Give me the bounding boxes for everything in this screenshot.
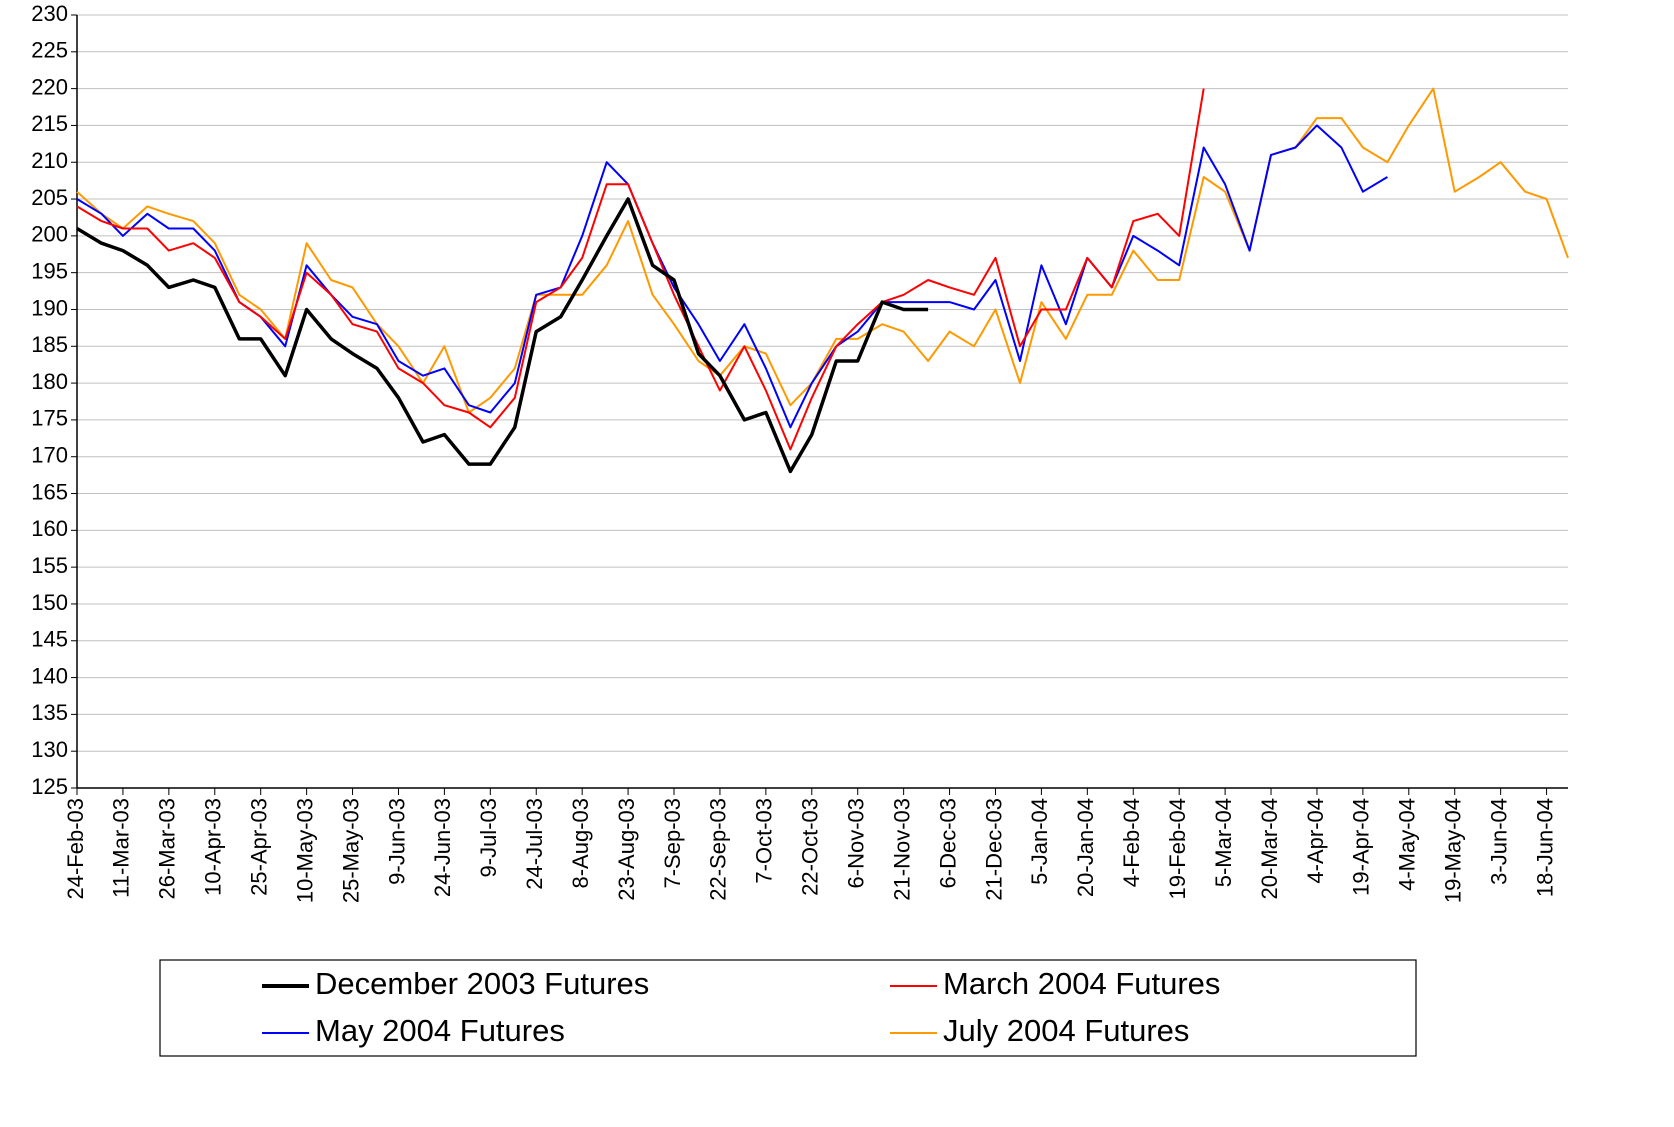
x-tick-label: 9-Jul-03 bbox=[476, 798, 501, 877]
x-tick-label: 25-Apr-03 bbox=[247, 798, 272, 896]
x-tick-label: 24-Feb-03 bbox=[63, 798, 88, 900]
x-tick-label: 9-Jun-03 bbox=[384, 798, 409, 885]
legend-box bbox=[159, 959, 1417, 1057]
legend-label: July 2004 Futures bbox=[943, 1013, 1189, 1048]
y-tick-label: 155 bbox=[31, 553, 68, 578]
x-tick-label: 24-Jul-03 bbox=[522, 798, 547, 890]
y-tick-label: 185 bbox=[31, 332, 68, 357]
x-tick-label: 7-Oct-03 bbox=[752, 798, 777, 884]
x-tick-label: 10-Apr-03 bbox=[201, 798, 226, 896]
y-tick-label: 150 bbox=[31, 590, 68, 615]
y-tick-label: 210 bbox=[31, 148, 68, 173]
x-tick-label: 7-Sep-03 bbox=[660, 798, 685, 889]
y-tick-label: 205 bbox=[31, 185, 68, 210]
y-tick-label: 225 bbox=[31, 38, 68, 63]
x-tick-label: 8-Aug-03 bbox=[568, 798, 593, 889]
x-tick-label: 6-Nov-03 bbox=[844, 798, 869, 888]
x-tick-label: 19-Feb-04 bbox=[1165, 798, 1190, 900]
x-tick-label: 4-Apr-04 bbox=[1303, 798, 1328, 884]
x-tick-label: 22-Oct-03 bbox=[798, 798, 823, 896]
x-tick-label: 19-Apr-04 bbox=[1349, 798, 1374, 896]
y-tick-label: 140 bbox=[31, 663, 68, 688]
x-tick-label: 21-Dec-03 bbox=[981, 798, 1006, 901]
x-tick-label: 22-Sep-03 bbox=[706, 798, 731, 901]
y-tick-label: 135 bbox=[31, 700, 68, 725]
x-tick-label: 19-May-04 bbox=[1441, 798, 1466, 903]
x-tick-label: 18-Jun-04 bbox=[1532, 798, 1557, 897]
y-tick-label: 190 bbox=[31, 295, 68, 320]
y-tick-label: 160 bbox=[31, 516, 68, 541]
y-tick-label: 215 bbox=[31, 111, 68, 136]
x-tick-label: 26-Mar-03 bbox=[155, 798, 180, 899]
legend-label: March 2004 Futures bbox=[943, 966, 1220, 1001]
y-tick-label: 170 bbox=[31, 443, 68, 468]
legend-label: May 2004 Futures bbox=[315, 1013, 565, 1048]
y-tick-label: 175 bbox=[31, 406, 68, 431]
x-tick-label: 24-Jun-03 bbox=[430, 798, 455, 897]
x-tick-label: 20-Mar-04 bbox=[1257, 798, 1282, 899]
y-tick-label: 145 bbox=[31, 627, 68, 652]
y-tick-label: 165 bbox=[31, 479, 68, 504]
y-tick-label: 125 bbox=[31, 774, 68, 799]
x-tick-label: 6-Dec-03 bbox=[935, 798, 960, 888]
series-line bbox=[76, 88, 1205, 451]
y-tick-label: 220 bbox=[31, 74, 68, 99]
y-tick-label: 180 bbox=[31, 369, 68, 394]
y-tick-label: 195 bbox=[31, 258, 68, 283]
x-tick-label: 4-Feb-04 bbox=[1119, 798, 1144, 887]
x-tick-label: 4-May-04 bbox=[1395, 798, 1420, 891]
y-tick-label: 230 bbox=[31, 1, 68, 26]
x-tick-label: 23-Aug-03 bbox=[614, 798, 639, 901]
x-tick-label: 5-Mar-04 bbox=[1211, 798, 1236, 887]
x-tick-label: 11-Mar-03 bbox=[109, 798, 134, 898]
x-tick-label: 3-Jun-04 bbox=[1486, 798, 1511, 885]
legend-label: December 2003 Futures bbox=[315, 966, 649, 1001]
y-tick-label: 130 bbox=[31, 737, 68, 762]
x-tick-label: 20-Jan-04 bbox=[1073, 798, 1098, 897]
x-tick-label: 21-Nov-03 bbox=[889, 798, 914, 901]
y-tick-label: 200 bbox=[31, 222, 68, 247]
x-tick-label: 5-Jan-04 bbox=[1027, 798, 1052, 885]
x-tick-label: 25-May-03 bbox=[338, 798, 363, 903]
x-tick-label: 10-May-03 bbox=[292, 798, 317, 903]
series-line bbox=[76, 197, 929, 474]
series-line bbox=[76, 87, 1569, 414]
